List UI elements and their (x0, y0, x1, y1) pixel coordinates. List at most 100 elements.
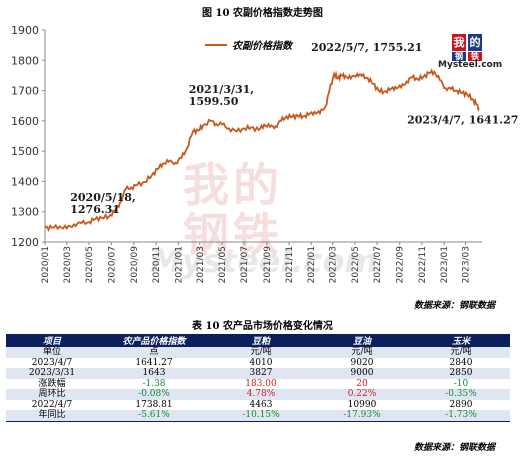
logo-char-2: 的 (468, 34, 482, 51)
table-row: 涨跌幅 -1.38 183.00 20 -10 (6, 378, 510, 389)
x-tick-label: 2022/01 (307, 246, 317, 283)
table-title: 表 10 农产品市场价格变化情况 (192, 321, 333, 332)
price-index-chart: 1200 1300 1400 1500 1600 1700 1800 1900 2020/01 2… (11, 24, 518, 283)
x-tick-label: 2022/05 (351, 246, 361, 283)
watermark-char-3: 钢 (183, 208, 233, 262)
table-header-cell: 农产品价格指数 (98, 334, 210, 347)
table-cell: 10990 (312, 399, 412, 410)
table-row-label: 2022/4/7 (6, 399, 98, 410)
chart-annotations: 2020/5/18,1276.31 2021/3/31,1599.50 2022/5… (70, 41, 518, 216)
watermark-brand: Mysteel.com (150, 242, 378, 280)
y-tick-label: 1600 (11, 115, 39, 128)
table-cell: 1643 (98, 368, 210, 379)
table-cell: -0.35% (412, 389, 510, 400)
annotation: 2020/5/18,1276.31 (70, 191, 135, 216)
table-cell: 元/吨 (412, 347, 510, 358)
table-cell: 9020 (312, 357, 412, 368)
y-tick-label: 1500 (11, 145, 39, 158)
table-cell: -1.73% (412, 410, 510, 422)
logo-brand-text: Mysteel.com (438, 60, 503, 70)
x-tick-label: 2020/03 (63, 246, 73, 283)
x-tick-label: 2021/01 (174, 246, 184, 283)
table-row: 单位点元/吨 元/吨 元/吨 (6, 347, 510, 358)
annotation-label: 1276.31 (70, 203, 120, 216)
table-row: 2023/3/31 1643 3827 9000 2850 (6, 368, 510, 379)
x-tick-label: 2020/01 (41, 246, 51, 283)
table-row: 2022/4/7 1738.81 4463 10990 2890 (6, 399, 510, 410)
table-cell: -10 (412, 378, 510, 389)
logo-char-3: 钢 (452, 52, 466, 61)
y-tick-label: 1200 (11, 236, 39, 249)
annotation-label: 2020/5/18, (70, 191, 135, 204)
table-source-note: 数据来源：钢联数据 (414, 443, 496, 453)
table-row-label: 周环比 (6, 389, 98, 400)
table-header-cell: 豆油 (312, 334, 412, 347)
table-cell: 1738.81 (98, 399, 210, 410)
y-tick-label: 1800 (11, 54, 39, 67)
x-tick-label: 2022/03 (329, 246, 339, 283)
x-tick-label: 2021/09 (263, 246, 273, 284)
table-header-row: 项目 农产品价格指数 豆粕 豆油 玉米 (6, 334, 510, 347)
annotation-label: 2021/3/31, (189, 83, 254, 96)
watermark-chars: 我的 钢铁 (183, 160, 303, 260)
chart-legend: 农副价格指数 (205, 40, 294, 52)
x-tick-label: 2021/07 (240, 246, 250, 283)
table-cell: -17.93% (312, 410, 412, 422)
table-cell: -1.38 (98, 378, 210, 389)
table-cell: 0.22% (312, 389, 412, 400)
x-tick-label: 2021/11 (285, 246, 295, 283)
y-tick-label: 1900 (11, 24, 39, 37)
x-tick-label: 2023/01 (440, 246, 450, 283)
mysteel-logo: 我 的 钢 铁 Mysteel.com (438, 34, 503, 74)
watermark-char-2: 的 (233, 158, 283, 212)
table-cell: 元/吨 (210, 347, 312, 358)
table-cell: 4.78% (210, 389, 312, 400)
logo-char-4: 铁 (468, 52, 482, 61)
table-cell: 元/吨 (312, 347, 412, 358)
table-row-label: 单位 (6, 347, 98, 358)
table-row: 年同比 -5.61% -10.15% -17.93% -1.73% (6, 410, 510, 422)
x-tick-label: 2020/11 (152, 246, 162, 283)
x-tick-label: 2021/03 (196, 246, 206, 283)
series-line-price-index (44, 68, 480, 232)
table-row-label: 2023/4/7 (6, 357, 98, 368)
chart-source-note: 数据来源：钢联数据 (414, 301, 496, 311)
table-header-cell: 项目 (6, 334, 98, 347)
x-tick-label: 2023/03 (462, 246, 472, 283)
y-tick-label: 1400 (11, 175, 39, 188)
annotation-label: 2023/4/7, 1641.27 (407, 113, 518, 126)
logo-char-1: 我 (452, 34, 466, 51)
annotation: 2023/4/7, 1641.27 (407, 113, 518, 126)
annotation-label: 1599.50 (189, 95, 239, 108)
table-cell: 4463 (210, 399, 312, 410)
table-cell: -10.15% (210, 410, 312, 422)
table-cell: 点 (98, 347, 210, 358)
table-cell: 3827 (210, 368, 312, 379)
table-row: 2023/4/7 1641.27 4010 9020 2840 (6, 357, 510, 368)
chart-ticks: 1200 1300 1400 1500 1600 1700 1800 1900 2020/01 2… (11, 24, 472, 283)
table-cell: 20 (312, 378, 412, 389)
table-cell: 2850 (412, 368, 510, 379)
watermark-char-1: 我 (183, 158, 233, 212)
table-cell: -5.61% (98, 410, 210, 422)
table-cell: 2840 (412, 357, 510, 368)
table-cell: 2890 (412, 399, 510, 410)
table-row-label: 年同比 (6, 410, 98, 422)
legend-label: 农副价格指数 (232, 40, 294, 52)
table-row: 周环比 -0.08% 4.78% 0.22% -0.35% (6, 389, 510, 400)
watermark-char-4: 铁 (233, 208, 283, 262)
table-row-label: 涨跌幅 (6, 378, 98, 389)
x-tick-label: 2020/05 (85, 246, 95, 283)
table-cell: 9000 (312, 368, 412, 379)
table-cell: 4010 (210, 357, 312, 368)
annotation: 2021/3/31,1599.50 (189, 83, 254, 108)
table-cell: -0.08% (98, 389, 210, 400)
annotation-label: 2022/5/7, 1755.21 (311, 41, 422, 54)
annotation: 2022/5/7, 1755.21 (311, 41, 422, 54)
price-change-table: 项目 农产品价格指数 豆粕 豆油 玉米 单位点元/吨 元/吨 元/吨 2023/4/7… (6, 334, 510, 422)
x-tick-label: 2020/09 (130, 246, 140, 284)
x-tick-label: 2022/11 (418, 246, 428, 283)
figure-title: 图 10 农副价格指数走势图 (202, 8, 323, 19)
y-tick-label: 1700 (11, 85, 39, 98)
x-tick-label: 2020/07 (107, 246, 117, 283)
